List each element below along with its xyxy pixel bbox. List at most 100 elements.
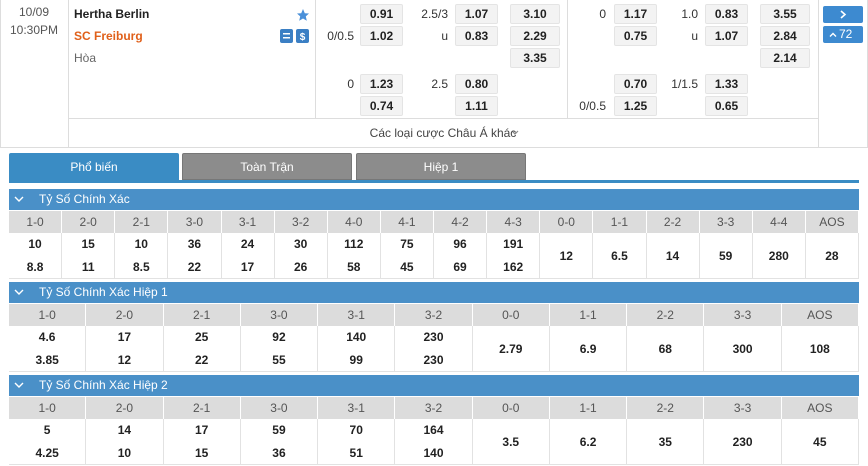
odds-cell[interactable]: 75 45 — [380, 233, 434, 279]
collapse-icon[interactable] — [9, 375, 29, 396]
collapse-icon[interactable] — [9, 189, 29, 210]
column-header: 3-3 — [704, 397, 782, 419]
expand-button[interactable]: 72 — [823, 26, 863, 43]
odds-cell[interactable]: 3.5 — [472, 419, 550, 465]
odds-value: 8.5 — [132, 260, 150, 274]
favorite-star[interactable] — [296, 8, 310, 22]
collapse-icon[interactable] — [9, 282, 29, 303]
odds-value[interactable]: 1.11 — [455, 96, 498, 116]
odds-value[interactable]: 1.25 — [614, 96, 657, 116]
odds-value[interactable]: 0.80 — [455, 74, 498, 94]
section-header[interactable]: Tỷ Số Chính Xác — [9, 189, 859, 210]
odds-cell[interactable]: 25 22 — [163, 326, 241, 372]
odds-value[interactable]: 0.75 — [614, 26, 657, 46]
odds-value: 58 — [347, 260, 361, 274]
odds-value[interactable]: 3.55 — [760, 4, 810, 24]
tab[interactable]: Toàn Trận — [182, 153, 352, 180]
odds-value[interactable]: 1.33 — [705, 74, 748, 94]
odds-cell[interactable]: 6.2 — [549, 419, 628, 465]
team-icons[interactable]: $ — [280, 29, 310, 43]
odds-value[interactable]: 0.91 — [360, 4, 403, 24]
section-header[interactable]: Tỷ Số Chính Xác Hiệp 1 — [9, 282, 859, 303]
next-button[interactable] — [823, 6, 863, 23]
odds-value[interactable]: 1.07 — [705, 26, 748, 46]
odds-value[interactable]: 0.83 — [705, 4, 748, 24]
tab[interactable]: Phổ biến — [9, 153, 179, 180]
odds-cell[interactable]: 68 — [627, 326, 705, 372]
odds-value: 15 — [194, 446, 209, 460]
odds-cell[interactable]: 6.9 — [549, 326, 628, 372]
odds-cell[interactable]: 17 12 — [86, 326, 164, 372]
odds-cell[interactable]: 70 51 — [318, 419, 396, 465]
odds-cell[interactable]: 164 140 — [395, 419, 473, 465]
odds-value: 10 — [28, 237, 42, 251]
odds-cell[interactable]: 15 11 — [62, 233, 116, 279]
odds-cell[interactable]: 59 36 — [240, 419, 319, 465]
odds-cell[interactable]: 280 — [752, 233, 806, 279]
odds-value: 55 — [272, 353, 286, 367]
odds-cell[interactable]: 230 230 — [395, 326, 473, 372]
odds-value: 14 — [117, 423, 132, 437]
odds-value: 17 — [194, 423, 209, 437]
column-header: 3-2 — [274, 211, 328, 233]
odds-cell[interactable]: 2.79 — [472, 326, 550, 372]
odds-cell[interactable]: 14 10 — [86, 419, 164, 465]
divider — [68, 0, 69, 148]
odds-value[interactable]: 1.02 — [360, 26, 403, 46]
odds-value: 10 — [117, 446, 132, 460]
column-header: 3-0 — [168, 211, 222, 233]
column-header: 1-1 — [593, 211, 647, 233]
odds-value[interactable]: 2.29 — [510, 26, 560, 46]
odds-cell[interactable]: 30 26 — [274, 233, 328, 279]
section-title: Tỷ Số Chính Xác Hiệp 1 — [39, 285, 168, 299]
odds-cell[interactable]: 230 — [704, 419, 782, 465]
odds-cell[interactable]: 24 17 — [221, 233, 275, 279]
odds-value[interactable]: 1.17 — [614, 4, 657, 24]
section-header[interactable]: Tỷ Số Chính Xác Hiệp 2 — [9, 375, 859, 396]
odds-cell[interactable]: 191 162 — [487, 233, 541, 279]
odds-value: 164 — [423, 423, 444, 437]
odds-cell[interactable]: 6.5 — [593, 233, 647, 279]
odds-value: 140 — [346, 330, 367, 344]
count: 72 — [839, 27, 853, 41]
odds-cell[interactable]: 12 — [540, 233, 594, 279]
odds-cell[interactable]: 140 99 — [318, 326, 396, 372]
column-header: AOS — [781, 304, 859, 326]
odds-value[interactable]: 3.10 — [510, 4, 560, 24]
odds-cell[interactable]: 10 8.5 — [115, 233, 169, 279]
odds-cell[interactable]: 35 — [627, 419, 705, 465]
odds-cell[interactable]: 59 — [699, 233, 753, 279]
odds-cell[interactable]: 28 — [805, 233, 859, 279]
more-odds-link[interactable]: Các loại cược Châu Á khác — [369, 126, 517, 140]
odds-cell[interactable]: 108 — [781, 326, 859, 372]
odds-cell[interactable]: 112 58 — [327, 233, 381, 279]
odds-cell[interactable]: 14 — [646, 233, 700, 279]
odds-line: 2.5 — [431, 77, 448, 91]
odds-cell[interactable]: 4.6 3.85 — [9, 326, 87, 372]
tab[interactable]: Hiệp 1 — [356, 153, 526, 180]
odds-value[interactable]: 0.74 — [360, 96, 403, 116]
odds-cell[interactable]: 92 55 — [240, 326, 319, 372]
column-header: 4-0 — [327, 211, 381, 233]
odds-value: 230 — [423, 353, 444, 367]
odds-value[interactable]: 2.84 — [760, 26, 810, 46]
odds-value[interactable]: 1.07 — [455, 4, 498, 24]
odds-value[interactable]: 2.14 — [760, 48, 810, 68]
odds-value[interactable]: 1.23 — [360, 74, 403, 94]
odds-value: 70 — [349, 423, 363, 437]
odds-value: 36 — [187, 237, 202, 251]
section-title: Tỷ Số Chính Xác Hiệp 2 — [39, 378, 168, 392]
odds-cell[interactable]: 36 22 — [168, 233, 222, 279]
odds-cell[interactable]: 45 — [781, 419, 859, 465]
odds-line: 2.5/3 — [421, 7, 448, 21]
odds-value[interactable]: 0.65 — [705, 96, 748, 116]
odds-value[interactable]: 0.70 — [614, 74, 657, 94]
odds-value[interactable]: 3.35 — [510, 48, 560, 68]
odds-cell[interactable]: 300 — [704, 326, 782, 372]
odds-cell[interactable]: 96 69 — [434, 233, 488, 279]
odds-cell[interactable]: 17 15 — [163, 419, 241, 465]
odds-value[interactable]: 0.83 — [455, 26, 498, 46]
odds-cell[interactable]: 5 4.25 — [9, 419, 87, 465]
odds-cell[interactable]: 10 8.8 — [9, 233, 63, 279]
column-header: 2-0 — [62, 211, 116, 233]
